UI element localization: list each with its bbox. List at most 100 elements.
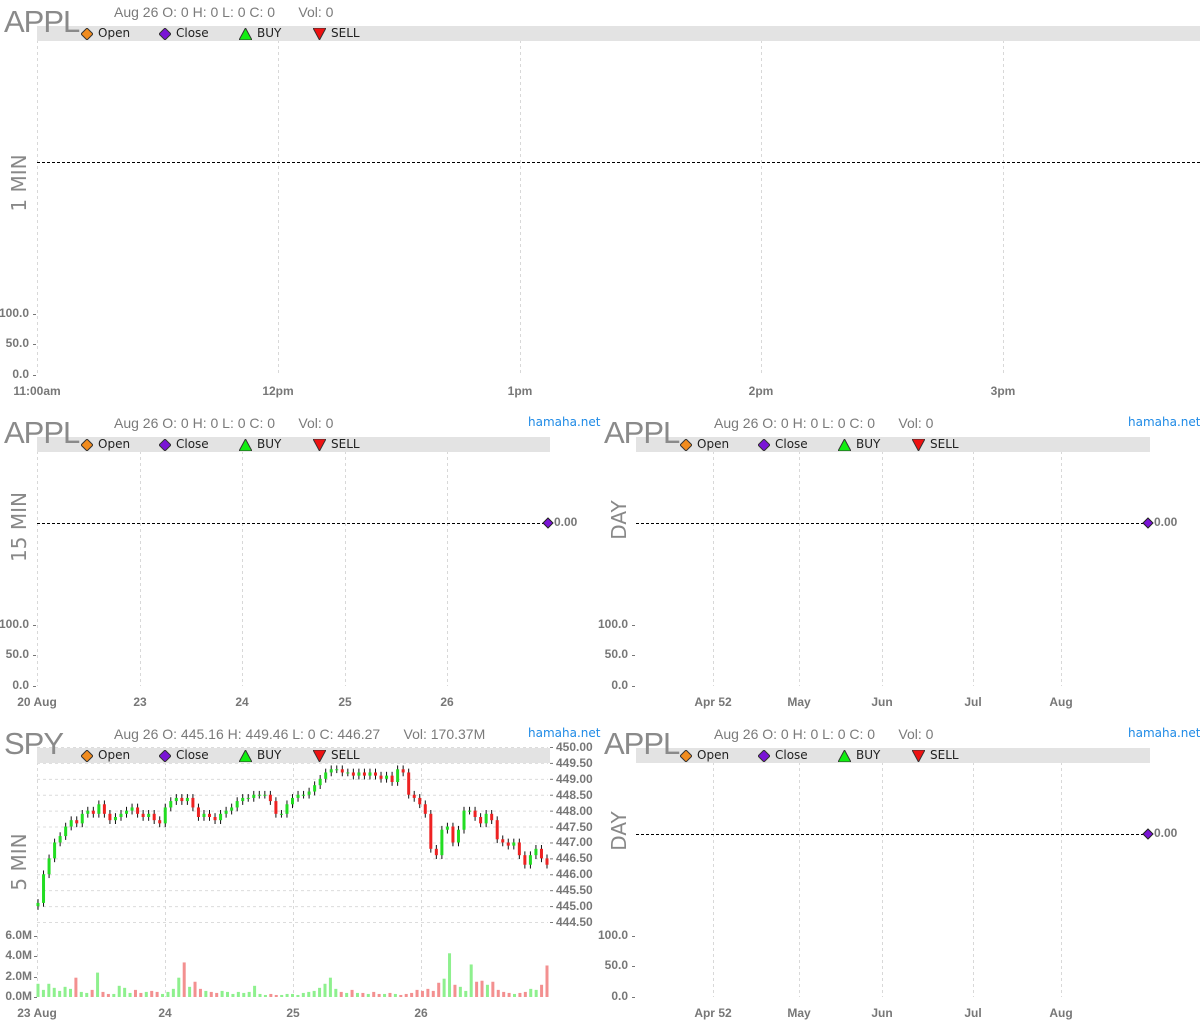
legend-label: BUY [856, 748, 881, 762]
x-tick-label: Jul [964, 695, 982, 709]
legend-item-sell[interactable]: SELL [313, 437, 360, 452]
candle-body [324, 772, 328, 779]
legend-item-close[interactable]: Close [758, 437, 808, 452]
legend-item-open[interactable]: Open [81, 748, 130, 763]
legend-item-sell[interactable]: SELL [313, 26, 360, 41]
candle-body [174, 797, 178, 802]
candle-body [423, 804, 427, 814]
candle-body [479, 817, 483, 824]
candle-body [64, 826, 68, 837]
candle-body [136, 807, 140, 814]
volume-bar [377, 993, 381, 997]
volume-bar [318, 987, 322, 997]
legend-item-buy[interactable]: BUY [239, 26, 281, 41]
volume-bar [112, 993, 116, 997]
volume-bar [458, 986, 462, 997]
legend-item-close[interactable]: Close [159, 748, 209, 763]
volume-bar [513, 993, 517, 997]
volume-bar [529, 988, 533, 997]
candle-body [490, 813, 494, 821]
volume-bar [366, 993, 370, 997]
legend-label: SELL [331, 748, 360, 762]
volume-bar [139, 992, 143, 997]
legend-label: BUY [257, 437, 282, 451]
legend-label: Open [697, 437, 730, 451]
watermark-link[interactable]: hamaha.net [528, 726, 601, 740]
candle-body [202, 813, 206, 817]
y-tick-label: 0.0 [12, 678, 29, 692]
y-tick-label: 100.0 [0, 306, 29, 320]
last-value-label: 0.00 [554, 515, 578, 529]
watermark-link[interactable]: hamaha.net [1128, 726, 1200, 740]
y-tick-label: 100.0 [597, 928, 628, 942]
legend-item-sell[interactable]: SELL [912, 748, 959, 763]
volume-bar [128, 992, 132, 997]
x-tick-label: 26 [440, 695, 454, 709]
legend-item-open[interactable]: Open [81, 437, 130, 452]
legend-item-sell[interactable]: SELL [313, 748, 360, 763]
diamond-icon [81, 27, 93, 40]
volume-bar [269, 993, 273, 997]
price-tick-label: 449.50 [556, 755, 593, 770]
candle-body [429, 813, 433, 849]
volume-bar [491, 981, 495, 997]
legend-item-open[interactable]: Open [81, 26, 130, 41]
diamond-icon [758, 438, 770, 451]
candle-body [47, 858, 51, 875]
legend-item-buy[interactable]: BUY [239, 748, 281, 763]
watermark-link[interactable]: hamaha.net [528, 415, 601, 429]
interval-label: 1 MIN [7, 154, 31, 212]
volume-bar [247, 991, 251, 997]
legend-item-close[interactable]: Close [159, 437, 209, 452]
legend-item-close[interactable]: Close [159, 26, 209, 41]
x-tick-label: 11:00am [13, 384, 61, 398]
legend-item-open[interactable]: Open [680, 748, 729, 763]
watermark-link[interactable]: hamaha.net [1128, 415, 1200, 429]
candle-body [91, 810, 95, 814]
volume-bar [480, 980, 484, 997]
x-tick-label: Jul [964, 1006, 982, 1020]
candle-body [42, 874, 46, 903]
volume-bar [534, 989, 538, 997]
candle-body [385, 775, 389, 779]
y-tick-label: 50.0 [5, 336, 29, 350]
candle-body [291, 797, 294, 805]
candle-body [401, 769, 405, 773]
price-tick-label: 445.50 [556, 883, 593, 898]
candle-body [141, 813, 145, 817]
candle-body [213, 817, 217, 821]
candle-body [451, 826, 455, 843]
buy-triangle-icon [838, 438, 851, 451]
candle-body [235, 801, 239, 808]
legend-item-close[interactable]: Close [758, 748, 808, 763]
volume-bar [345, 992, 349, 997]
legend-item-buy[interactable]: BUY [838, 748, 880, 763]
legend-item-buy[interactable]: BUY [838, 437, 880, 452]
volume-bar [231, 993, 235, 997]
legend-item-open[interactable]: Open [680, 437, 729, 452]
legend-label: Open [98, 26, 131, 40]
volume-bar [485, 984, 489, 997]
ohlc-info: Aug 26 O: 0 H: 0 L: 0 C: 0 Vol: 0 [714, 726, 934, 742]
candle-body [285, 804, 289, 814]
x-tick-label: Aug [1049, 1006, 1073, 1020]
candle-body [246, 797, 250, 799]
volume-bar [155, 991, 159, 997]
candle-body [302, 794, 306, 796]
volume-bar [426, 988, 430, 997]
y-tick-label: 100.0 [597, 617, 628, 631]
volume-bar [334, 988, 338, 997]
volume-bar [85, 992, 89, 997]
candle-body [528, 855, 532, 865]
price-tick-label: 446.50 [556, 851, 593, 866]
legend-item-buy[interactable]: BUY [239, 437, 281, 452]
diamond-icon [159, 27, 171, 40]
close-marker [542, 517, 554, 529]
legend-item-sell[interactable]: SELL [912, 437, 959, 452]
price-tick-label: 446.00 [556, 867, 593, 882]
buy-triangle-icon [239, 749, 252, 762]
candle-body [456, 829, 460, 843]
x-tick-label: Jun [871, 1006, 893, 1020]
legend-label: Close [176, 437, 209, 451]
